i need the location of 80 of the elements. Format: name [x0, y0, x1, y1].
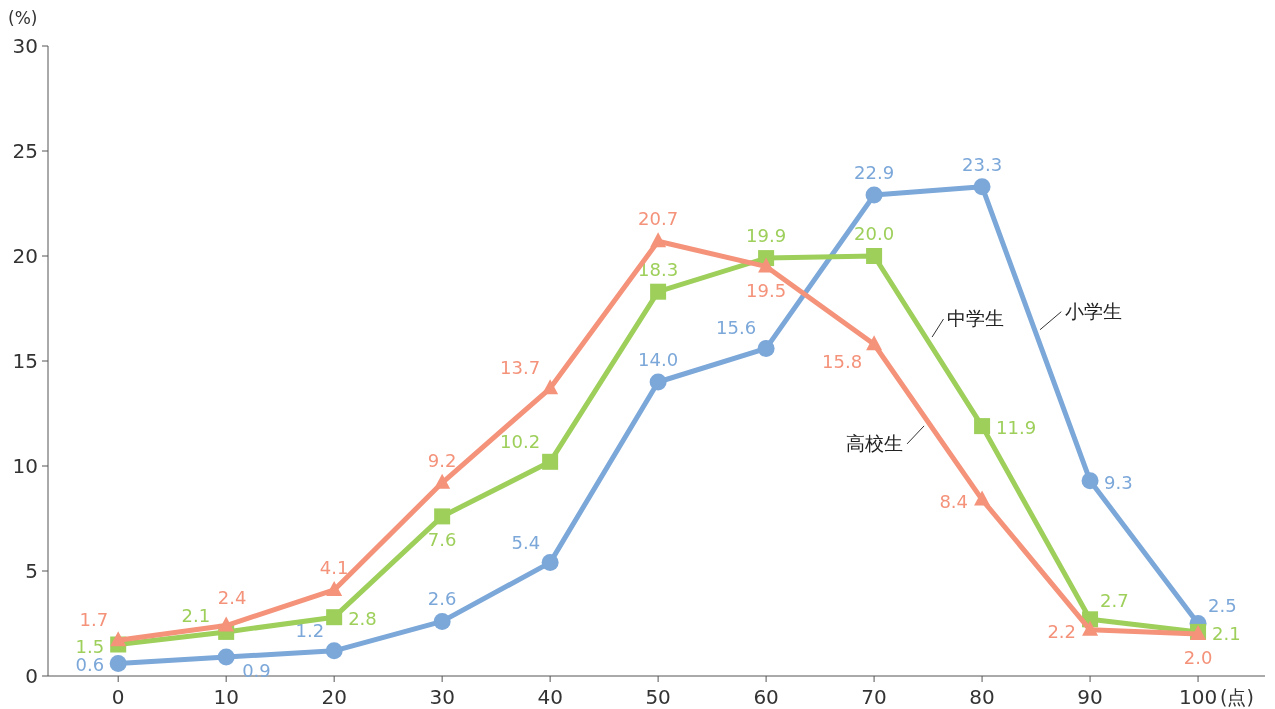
series-label: 高校生 [846, 431, 904, 454]
data-label: 9.2 [427, 449, 457, 471]
data-label: 2.0 [1183, 647, 1213, 668]
point [866, 335, 883, 351]
x-tick-label: 60 [753, 685, 779, 709]
x-tick-label: 50 [645, 685, 671, 709]
x-tick-label: 40 [537, 685, 563, 709]
data-label: 22.9 [854, 162, 895, 184]
point [649, 373, 667, 391]
series-label: 小学生 [1065, 299, 1123, 322]
point [865, 186, 883, 204]
point [326, 580, 343, 596]
point [218, 616, 235, 632]
data-label: 19.5 [746, 279, 787, 301]
x-tick-label: 10 [213, 685, 239, 709]
x-tick-label: 70 [861, 685, 887, 709]
point [974, 490, 991, 506]
point [434, 473, 451, 489]
point [326, 609, 343, 626]
x-tick-label: 100 [1178, 685, 1218, 709]
data-label: 14.0 [638, 349, 679, 370]
data-label: 1.2 [295, 619, 325, 641]
x-tick-label: 20 [321, 685, 347, 709]
y-axis-title: (%) [8, 8, 38, 28]
data-label: 10.2 [500, 430, 541, 452]
x-axis-title: (点) [1220, 686, 1254, 708]
point [973, 178, 991, 196]
data-label: 7.6 [427, 529, 457, 551]
data-label: 11.9 [996, 417, 1037, 439]
point [110, 631, 127, 647]
data-label: 2.5 [1208, 594, 1237, 616]
x-tick-label: 30 [429, 685, 455, 709]
data-label: 20.0 [854, 223, 895, 244]
data-label: 23.3 [962, 153, 1003, 175]
point [541, 554, 559, 572]
data-label: 5.4 [511, 531, 541, 553]
y-tick-label: 30 [12, 34, 38, 58]
x-tick-label: 0 [111, 685, 125, 709]
point [974, 418, 991, 435]
data-label: 18.3 [638, 258, 679, 280]
point [650, 232, 667, 248]
data-label: 1.7 [79, 609, 109, 631]
data-label: 1.5 [75, 635, 105, 657]
y-tick-label: 5 [25, 559, 38, 583]
data-label: 13.7 [500, 357, 541, 379]
data-label: 19.9 [746, 225, 787, 247]
data-label: 20.7 [638, 208, 679, 230]
point [542, 379, 559, 395]
x-tick-label: 80 [969, 685, 995, 709]
data-label: 8.4 [939, 490, 969, 512]
point [217, 648, 235, 666]
data-label: 2.1 [1212, 622, 1241, 644]
y-tick-label: 10 [12, 454, 38, 478]
y-tick-label: 25 [12, 139, 38, 163]
point [757, 339, 775, 357]
data-label: 15.6 [716, 317, 757, 339]
data-label: 2.8 [348, 608, 377, 630]
data-label: 2.2 [1047, 620, 1077, 642]
x-tick-label: 90 [1077, 685, 1103, 709]
series-label: 中学生 [947, 307, 1005, 330]
data-label: 2.4 [217, 586, 247, 608]
y-tick-label: 15 [12, 349, 38, 373]
point [434, 508, 451, 525]
point [1081, 472, 1099, 490]
point [325, 642, 343, 660]
point [433, 612, 451, 630]
point [109, 654, 127, 672]
data-label: 4.1 [319, 556, 349, 578]
point [866, 248, 883, 264]
data-label: 2.1 [181, 604, 211, 626]
data-label: 2.6 [427, 588, 457, 610]
data-label: 15.8 [822, 351, 863, 373]
data-label: 0.6 [75, 654, 105, 676]
data-label: 2.7 [1100, 590, 1129, 612]
point [1082, 620, 1099, 636]
y-tick-label: 20 [12, 244, 38, 268]
point [650, 283, 667, 300]
y-tick-label: 0 [25, 664, 38, 688]
data-label: 9.3 [1104, 471, 1133, 493]
point [542, 453, 559, 470]
